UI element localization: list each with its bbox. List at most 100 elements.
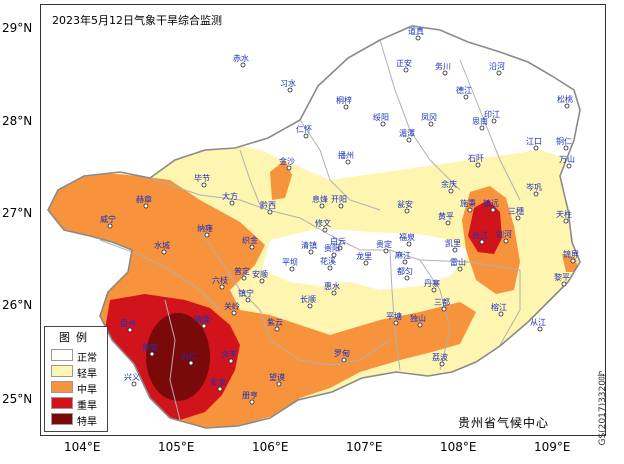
place-4: 沿河 — [489, 61, 505, 76]
station-marker — [503, 238, 509, 244]
place-label: 江口 — [526, 137, 542, 146]
place-label: 平塘 — [386, 311, 402, 321]
place-label: 清镇 — [301, 240, 317, 250]
station-marker — [331, 252, 337, 258]
place-61: 长顺 — [300, 294, 316, 309]
station-marker — [228, 358, 234, 364]
place-label: 普安 — [142, 342, 158, 352]
station-marker — [161, 249, 167, 255]
place-label: 兴义 — [124, 373, 140, 382]
place-label: 湄潭 — [399, 129, 415, 138]
place-65: 关岭 — [224, 301, 240, 316]
place-18: 播州 — [338, 150, 354, 165]
place-31: 三穗 — [508, 206, 524, 221]
place-73: 贞丰 — [221, 349, 237, 364]
map-frame — [40, 4, 606, 436]
place-label: 开阳 — [331, 195, 347, 204]
place-8: 松桃 — [557, 94, 573, 109]
station-marker — [475, 162, 481, 168]
place-48: 锦屏 — [563, 249, 579, 264]
place-label: 务川 — [435, 61, 451, 71]
place-51: 水城 — [154, 240, 170, 255]
place-68: 独山 — [410, 313, 426, 328]
station-marker — [259, 278, 265, 284]
place-label: 剑河 — [496, 229, 512, 239]
place-label: 紫云 — [267, 318, 283, 327]
place-label: 贵定 — [376, 239, 392, 249]
place-13: 思南 — [472, 116, 488, 131]
station-marker — [143, 203, 149, 209]
place-label: 仁怀 — [296, 124, 312, 134]
station-marker — [463, 94, 469, 100]
station-marker — [563, 145, 569, 151]
place-label: 瓮安 — [397, 199, 413, 209]
station-marker — [403, 67, 409, 73]
place-label: 盘州 — [120, 318, 136, 328]
place-16: 仁怀 — [296, 124, 312, 139]
place-label: 福泉 — [399, 232, 415, 242]
place-3: 务川 — [435, 61, 451, 76]
station-marker — [402, 259, 408, 265]
place-label: 都匀 — [397, 266, 413, 276]
station-marker — [564, 103, 570, 109]
station-marker — [563, 218, 569, 224]
place-11: 印江 — [484, 110, 500, 124]
legend-item-severe: 重旱 — [51, 397, 107, 412]
place-label: 平坝 — [282, 258, 298, 267]
place-79: 安龙 — [210, 377, 226, 392]
station-marker — [131, 381, 137, 387]
legend-label: 正常 — [77, 353, 97, 364]
legend-swatch — [51, 365, 73, 377]
place-0: 道真 — [408, 26, 424, 41]
severe-drought-zone-east — [468, 200, 502, 254]
place-42: 贵阳 — [324, 243, 340, 258]
station-marker — [537, 326, 543, 332]
station-marker — [383, 248, 389, 254]
station-marker — [479, 239, 485, 245]
place-63: 三都 — [434, 298, 450, 312]
place-56: 安顺 — [252, 269, 268, 284]
place-label: 雷山 — [450, 257, 466, 267]
lon-label: 105°E — [158, 440, 195, 454]
legend-item-moderate: 中旱 — [51, 381, 107, 396]
place-80: 册亨 — [242, 390, 258, 405]
place-label: 松桃 — [557, 94, 573, 104]
station-marker — [201, 182, 207, 188]
place-27: 开阳 — [331, 195, 347, 209]
place-25: 黔西 — [260, 200, 276, 215]
station-marker — [533, 145, 539, 151]
station-marker — [287, 87, 293, 93]
station-marker — [445, 220, 451, 226]
place-label: 天柱 — [556, 209, 572, 219]
place-29: 施秉 — [460, 198, 476, 213]
place-14: 江口 — [526, 137, 542, 151]
station-marker — [415, 35, 421, 41]
place-52: 平坝 — [282, 258, 298, 272]
station-marker — [188, 360, 194, 366]
place-76: 荔波 — [432, 352, 448, 367]
station-marker — [241, 275, 247, 281]
legend-title: 图例 — [59, 331, 93, 344]
place-label: 普定 — [234, 266, 250, 276]
station-marker — [442, 70, 448, 76]
place-label: 金沙 — [279, 156, 295, 166]
normal-zone — [262, 228, 470, 290]
station-marker — [441, 306, 447, 312]
place-label: 印江 — [484, 110, 500, 119]
place-label: 丹寨 — [424, 278, 440, 288]
place-label: 从江 — [530, 318, 546, 327]
place-label: 桐梓 — [336, 95, 352, 105]
extreme-drought-zone — [146, 313, 210, 401]
place-34: 修文 — [315, 218, 331, 233]
place-35: 黄平 — [438, 211, 454, 226]
place-62: 都匀 — [397, 266, 413, 281]
lon-label: 104°E — [64, 440, 101, 454]
station-marker — [274, 326, 280, 332]
place-15: 铜仁 — [556, 136, 572, 151]
place-9: 绥阳 — [373, 112, 389, 127]
place-66: 紫云 — [267, 318, 283, 332]
station-marker — [249, 244, 255, 250]
place-label: 龙里 — [356, 251, 372, 261]
station-marker — [417, 322, 423, 328]
place-44: 贵定 — [376, 239, 392, 254]
